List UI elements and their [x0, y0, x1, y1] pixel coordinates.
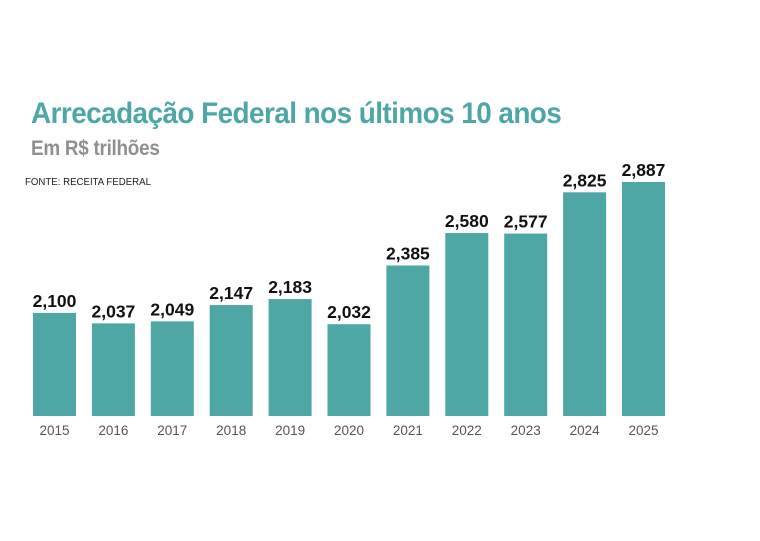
chart-subtitle: Em R$ trilhões — [31, 137, 160, 160]
chart-title: Arrecadação Federal nos últimos 10 anos — [31, 97, 562, 130]
bar-2023 — [504, 233, 548, 416]
x-tick-label-2020: 2020 — [334, 423, 364, 438]
x-tick-label-2025: 2025 — [628, 423, 658, 438]
value-label-2024: 2,825 — [563, 170, 607, 190]
bar-2015 — [33, 312, 76, 416]
bar-2024 — [563, 192, 607, 416]
x-tick-label-2015: 2015 — [39, 423, 69, 438]
value-label-2020: 2,032 — [327, 302, 371, 322]
value-label-2021: 2,385 — [386, 243, 430, 263]
x-tick-label-2021: 2021 — [393, 423, 423, 438]
bar-2016 — [91, 323, 135, 416]
bar-2020 — [327, 324, 371, 416]
value-label-2023: 2,577 — [504, 212, 548, 232]
x-tick-label-2019: 2019 — [275, 423, 305, 438]
value-label-2019: 2,183 — [268, 277, 312, 297]
x-tick-label-2023: 2023 — [511, 423, 541, 438]
x-tick-label-2018: 2018 — [216, 423, 246, 438]
bar-2019 — [268, 299, 312, 416]
value-label-2015: 2,100 — [33, 291, 77, 311]
bar-2018 — [209, 305, 253, 416]
x-tick-label-2022: 2022 — [452, 423, 482, 438]
bar-2022 — [445, 233, 489, 416]
chart-source: FONTE: RECEITA FEDERAL — [25, 176, 151, 188]
value-label-2017: 2,049 — [150, 299, 194, 319]
value-label-2016: 2,037 — [92, 301, 136, 321]
bar-2021 — [386, 265, 430, 416]
x-tick-label-2024: 2024 — [570, 423, 601, 438]
value-label-2022: 2,580 — [445, 211, 489, 231]
x-tick-label-2016: 2016 — [98, 423, 128, 438]
value-label-2018: 2,147 — [209, 283, 253, 303]
bar-2025 — [622, 182, 665, 416]
bar-2017 — [150, 321, 194, 416]
value-label-2025: 2,887 — [622, 160, 666, 180]
x-tick-label-2017: 2017 — [157, 423, 187, 438]
